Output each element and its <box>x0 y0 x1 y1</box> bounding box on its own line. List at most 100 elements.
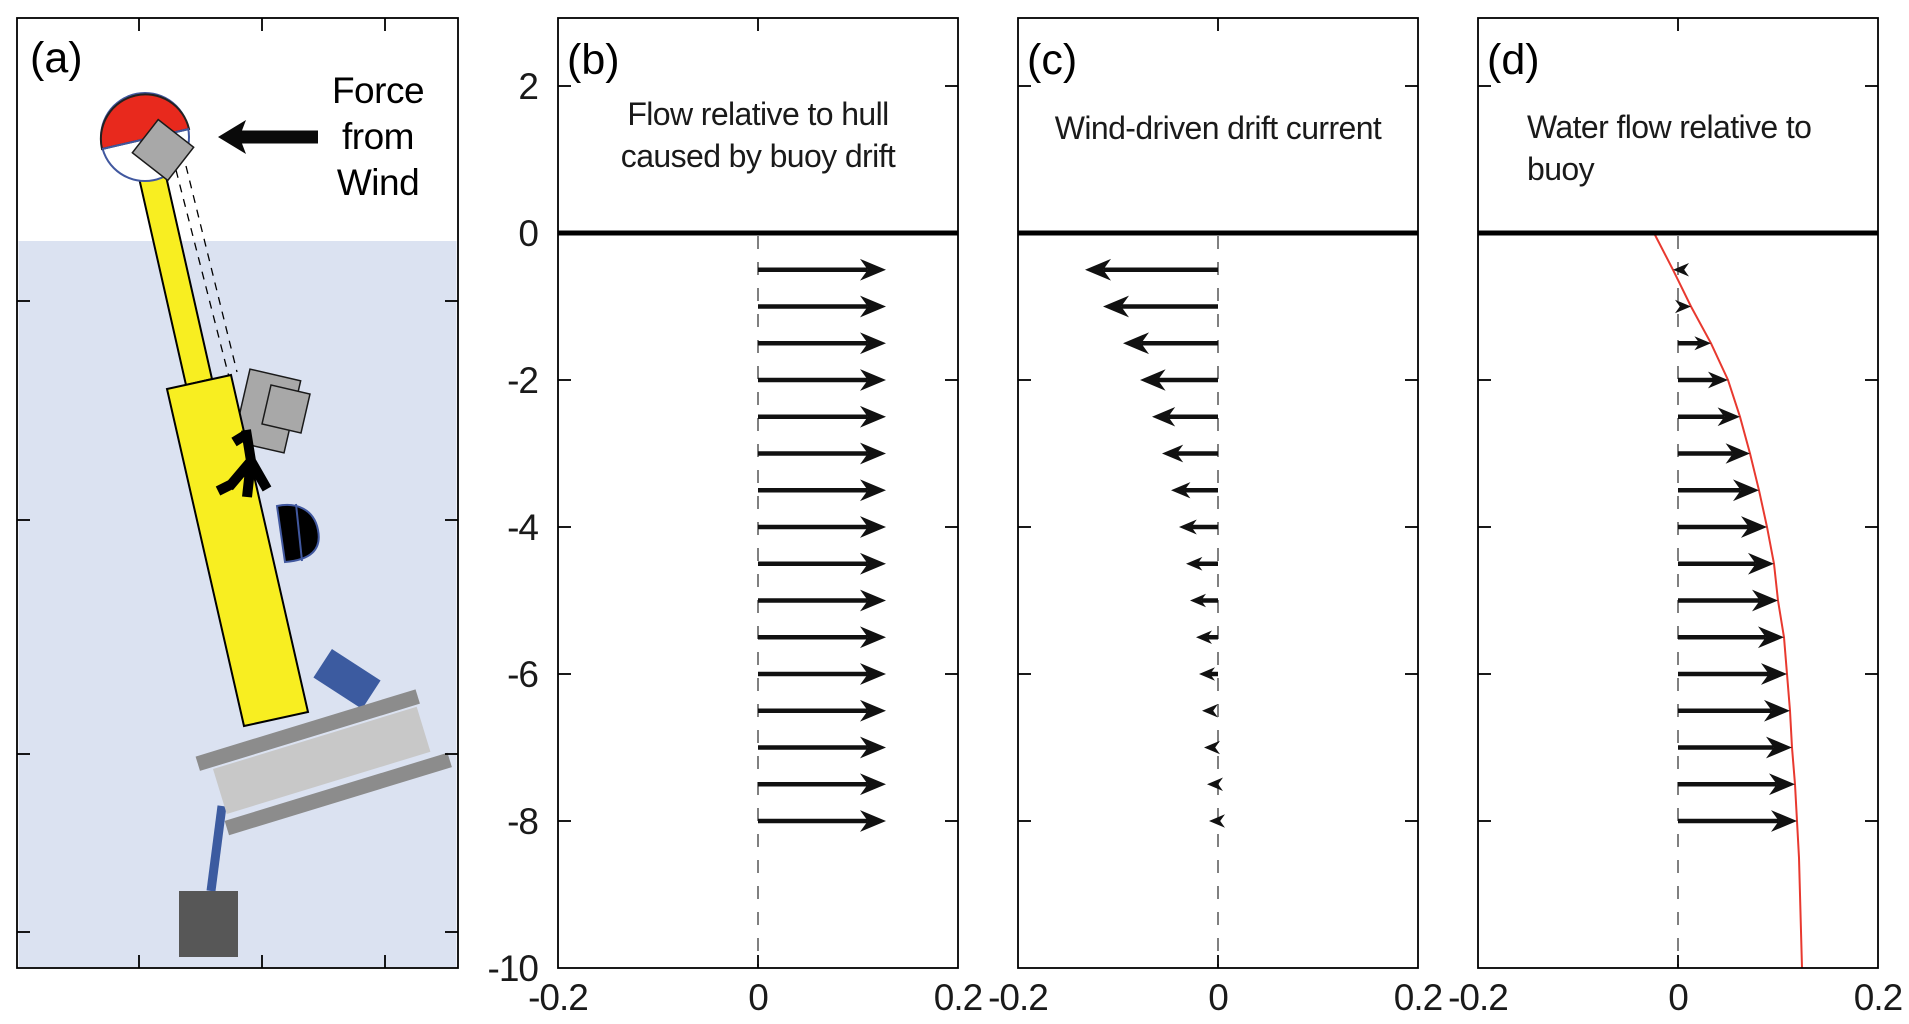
velocity-arrow-head <box>1179 519 1197 535</box>
cage-bottom-bar <box>224 752 452 836</box>
buoy-float-red-cap <box>99 93 191 151</box>
panel-d-title-line2: buoy <box>1527 151 1595 187</box>
velocity-arrow <box>1678 516 1767 538</box>
velocity-arrow-head <box>1186 556 1203 571</box>
panel-d: -0.2 0 0.2 (d) Water flow relative to buoy <box>1448 17 1903 1018</box>
velocity-arrow <box>1678 736 1792 759</box>
velocity-arrow-head <box>1207 777 1223 791</box>
velocity-arrow <box>1179 519 1218 535</box>
panel-d-title-line1: Water flow relative to <box>1527 109 1811 145</box>
velocity-arrow-head <box>860 405 886 428</box>
buoy-hull <box>165 373 310 728</box>
velocity-arrow <box>758 442 886 465</box>
x-tick-label: -0.2 <box>528 977 588 1018</box>
velocity-arrow-head <box>860 369 886 391</box>
x-tick-label: 0.2 <box>1854 977 1902 1018</box>
velocity-arrow-head <box>860 258 886 281</box>
y-tick-label: -4 <box>507 507 538 548</box>
panel-b-letter: (b) <box>567 36 620 84</box>
velocity-arrow <box>1675 299 1691 314</box>
velocity-arrow <box>1678 407 1740 427</box>
velocity-arrow-head <box>860 295 886 318</box>
velocity-arrow <box>758 736 886 759</box>
velocity-arrow-head <box>1741 516 1767 538</box>
y-tick-label: -6 <box>507 654 538 695</box>
velocity-arrow <box>1152 407 1218 427</box>
velocity-arrow-head <box>1725 443 1750 464</box>
velocity-arrow <box>758 699 886 722</box>
blue-bracket-rect <box>313 648 381 710</box>
y-tick-label: 0 <box>518 213 538 254</box>
velocity-arrow <box>1678 589 1778 612</box>
velocity-arrow-head <box>860 589 886 612</box>
blue-bracket <box>313 648 381 710</box>
panel-d-letter: (d) <box>1487 36 1540 84</box>
velocity-arrow <box>1678 371 1728 389</box>
velocity-arrow-head <box>1766 736 1792 759</box>
x-tick-label: 0.2 <box>934 977 982 1018</box>
velocity-arrow-head <box>1673 263 1689 277</box>
stay-line-right <box>185 165 238 373</box>
velocity-arrow-head <box>860 699 886 722</box>
axes-frame <box>1017 17 1419 969</box>
velocity-arrow <box>758 369 886 391</box>
velocity-arrow <box>1678 626 1784 649</box>
velocity-arrow-head <box>860 663 886 685</box>
anchor-weight <box>179 891 238 957</box>
velocity-arrow <box>758 663 886 685</box>
instrument-box-small <box>261 384 311 434</box>
hull-bracket-icon <box>215 429 272 498</box>
velocity-arrow <box>758 810 886 832</box>
velocity-arrow <box>1196 630 1218 644</box>
velocity-arrow <box>758 552 886 575</box>
instrument-cage <box>195 689 452 836</box>
velocity-arrow <box>1678 552 1774 575</box>
instrument-box-small-rect <box>261 384 311 434</box>
velocity-arrow-head <box>1748 552 1774 575</box>
panel-c: -0.2 0 0.2 (c) Wind-driven drift current <box>988 17 1443 1018</box>
velocity-arrow <box>1678 810 1797 832</box>
velocity-arrow-head <box>1190 593 1206 608</box>
velocity-arrow <box>758 516 886 538</box>
velocity-arrow <box>1202 704 1218 718</box>
velocity-arrow <box>1171 482 1218 499</box>
float-antenna-box-rect <box>131 118 195 182</box>
velocity-arrow-head <box>860 332 886 355</box>
velocity-arrow-head <box>1140 369 1166 391</box>
velocity-arrow-head <box>1708 371 1728 389</box>
x-tick-label: 0.2 <box>1394 977 1442 1018</box>
velocity-arrow-head <box>1152 407 1176 427</box>
y-tick-label: -8 <box>507 801 538 842</box>
velocity-arrow-head <box>860 810 886 832</box>
velocity-arrow-head <box>1771 810 1797 832</box>
velocity-arrow-head <box>1171 482 1191 499</box>
velocity-arrow <box>1678 699 1790 722</box>
y-tick-label: 2 <box>518 66 538 107</box>
velocity-arrow <box>1209 814 1225 828</box>
velocity-arrow <box>758 589 886 612</box>
velocity-arrow <box>1140 369 1218 391</box>
velocity-arrow-head <box>860 442 886 465</box>
velocity-arrow <box>758 258 886 281</box>
velocity-arrow <box>758 479 886 502</box>
x-tick-label: 0 <box>748 977 768 1018</box>
cage-top-bar <box>195 689 420 771</box>
velocity-arrow <box>1673 263 1689 277</box>
y-tick-label: -2 <box>507 360 538 401</box>
profile-panels: 20-2-4-6-8-10-0.2 0 0.2(b)Flow relative to… <box>488 17 1903 1018</box>
velocity-arrow <box>1678 443 1750 464</box>
velocity-arrow-head <box>1085 258 1111 281</box>
velocity-arrow-head <box>1199 667 1215 681</box>
velocity-arrow <box>1190 593 1218 608</box>
velocity-arrow-head <box>1209 814 1225 828</box>
velocity-arrow-head <box>1103 295 1129 318</box>
velocity-arrow <box>1678 479 1759 502</box>
wind-annotation-line3: Wind <box>337 162 419 203</box>
velocity-arrow-head <box>1675 299 1691 314</box>
velocity-arrow <box>758 332 886 355</box>
panel-c-letter: (c) <box>1027 36 1077 84</box>
x-tick-label: 0 <box>1208 977 1228 1018</box>
velocity-arrow-head <box>1162 444 1184 463</box>
